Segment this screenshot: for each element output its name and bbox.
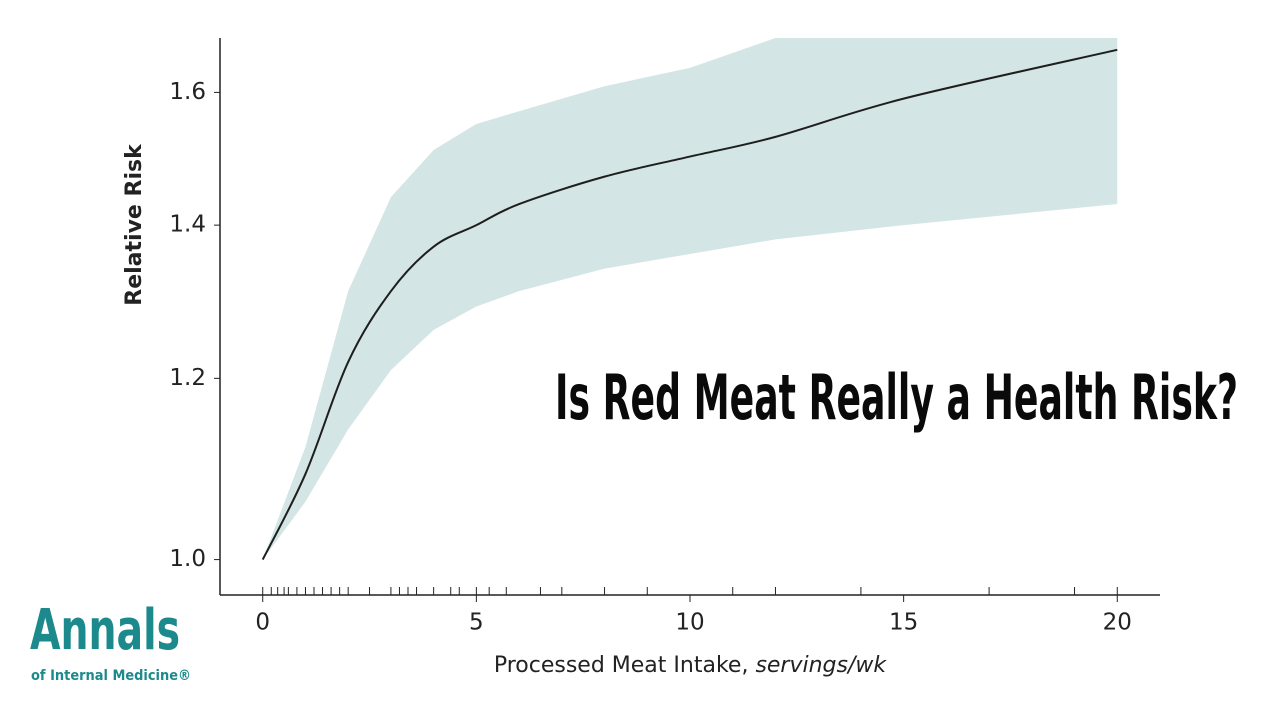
y-tick-label: 1.2 xyxy=(169,365,206,391)
plot-area xyxy=(261,38,1118,561)
logo-name: Annals xyxy=(30,598,180,663)
y-tick-label: 1.6 xyxy=(169,79,206,105)
y-axis-label: Relative Risk xyxy=(122,143,147,306)
x-tick-label: 20 xyxy=(1103,610,1132,636)
headline: Is Red Meat Really a Health Risk? xyxy=(555,361,1238,434)
x-tick-label: 5 xyxy=(469,610,484,636)
confidence-band xyxy=(262,38,1118,560)
logo-subtitle: of Internal Medicine® xyxy=(31,668,191,684)
y-tick-label: 1.0 xyxy=(169,546,206,572)
x-tick-label: 0 xyxy=(255,610,270,636)
y-tick-label: 1.4 xyxy=(169,212,206,238)
x-axis-label-unit: servings/wk xyxy=(755,653,887,678)
x-tick-label: 15 xyxy=(889,610,918,636)
x-tick-label: 10 xyxy=(675,610,704,636)
x-axis-label: Processed Meat Intake, servings/wk xyxy=(494,653,888,678)
curve xyxy=(261,48,1118,561)
x-axis-label-text: Processed Meat Intake, xyxy=(494,653,756,678)
